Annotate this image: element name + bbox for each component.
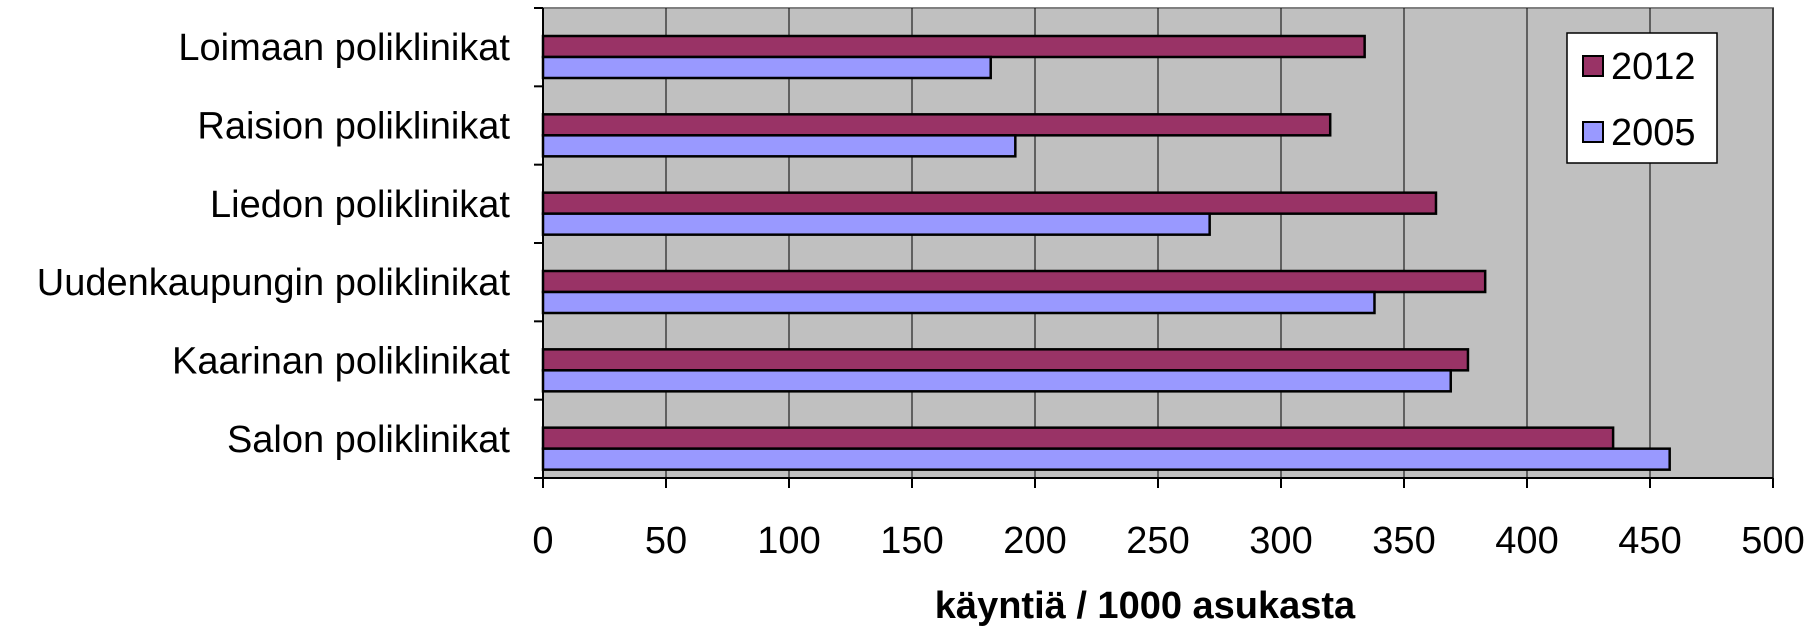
x-tick-label: 350 xyxy=(1372,520,1435,562)
x-tick-label: 500 xyxy=(1741,520,1804,562)
category-label: Kaarinan poliklinikat xyxy=(172,341,510,383)
x-tick-label: 50 xyxy=(645,520,687,562)
category-label: Liedon poliklinikat xyxy=(210,184,510,226)
x-tick-label: 150 xyxy=(880,520,943,562)
bar-2005-2 xyxy=(541,134,1017,158)
legend: 2012 2005 xyxy=(1566,32,1718,164)
bar-2005-5 xyxy=(541,369,1452,393)
axes xyxy=(534,7,1774,488)
bar-2005-1 xyxy=(541,55,992,80)
bar-2012-2 xyxy=(541,113,1332,137)
category-label: Uudenkaupungin poliklinikat xyxy=(37,262,511,304)
bar-2012-4 xyxy=(541,269,1487,294)
category-labels: Loimaan poliklinikat Raision poliklinikat… xyxy=(37,27,511,461)
bar-2005-6 xyxy=(541,447,1671,471)
bar-2012-6 xyxy=(541,426,1615,450)
legend-label: 2012 xyxy=(1611,46,1696,88)
x-tick-labels: 0 50 100 150 200 250 300 350 400 450 500 xyxy=(532,520,1804,562)
x-tick-label: 300 xyxy=(1249,520,1312,562)
bar-2012-1 xyxy=(541,34,1366,59)
x-tick-label: 400 xyxy=(1495,520,1558,562)
legend-swatch-2012 xyxy=(1582,55,1604,77)
category-label: Salon poliklinikat xyxy=(227,419,510,461)
bars xyxy=(541,34,1671,471)
legend-swatch-2005 xyxy=(1582,121,1604,143)
x-tick-label: 450 xyxy=(1618,520,1681,562)
bar-2012-3 xyxy=(541,191,1438,215)
category-label: Loimaan poliklinikat xyxy=(178,27,510,69)
bar-2005-4 xyxy=(541,290,1376,315)
category-label: Raision poliklinikat xyxy=(197,106,510,148)
legend-label: 2005 xyxy=(1611,112,1696,154)
x-tick-label: 200 xyxy=(1003,520,1066,562)
x-axis-title: käyntiä / 1000 asukasta xyxy=(935,585,1356,627)
x-tick-label: 250 xyxy=(1126,520,1189,562)
bar-2005-3 xyxy=(541,212,1211,236)
bar-2012-5 xyxy=(541,348,1470,372)
x-tick-label: 0 xyxy=(532,520,553,562)
x-tick-label: 100 xyxy=(757,520,820,562)
